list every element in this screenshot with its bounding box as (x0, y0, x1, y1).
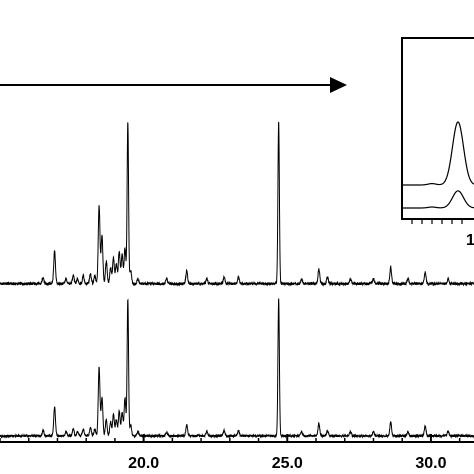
x-tick-label: 20.0 (128, 455, 159, 472)
x-tick-label: 30.0 (415, 455, 446, 472)
inset-frame (401, 37, 474, 220)
inset-series-1 (403, 121, 474, 186)
inset-series-2 (403, 190, 474, 209)
arrow-annotation (0, 77, 347, 93)
xrd-pattern-series-1 (0, 121, 474, 287)
main-plot: 20.0 25.0 30.0 (0, 121, 474, 472)
inset-ticks (411, 219, 463, 224)
x-tick-label: 25.0 (272, 455, 303, 472)
inset-traces (403, 121, 474, 209)
arrow-head (330, 77, 347, 93)
inset-plot: 1 (401, 37, 474, 249)
x-axis-tick-labels: 20.0 25.0 30.0 (128, 455, 447, 472)
pattern-layer (0, 121, 474, 439)
inset-x-tick-label: 1 (466, 232, 474, 249)
x-axis-ticks (0, 434, 461, 442)
xrd-pattern-series-2 (0, 298, 474, 439)
